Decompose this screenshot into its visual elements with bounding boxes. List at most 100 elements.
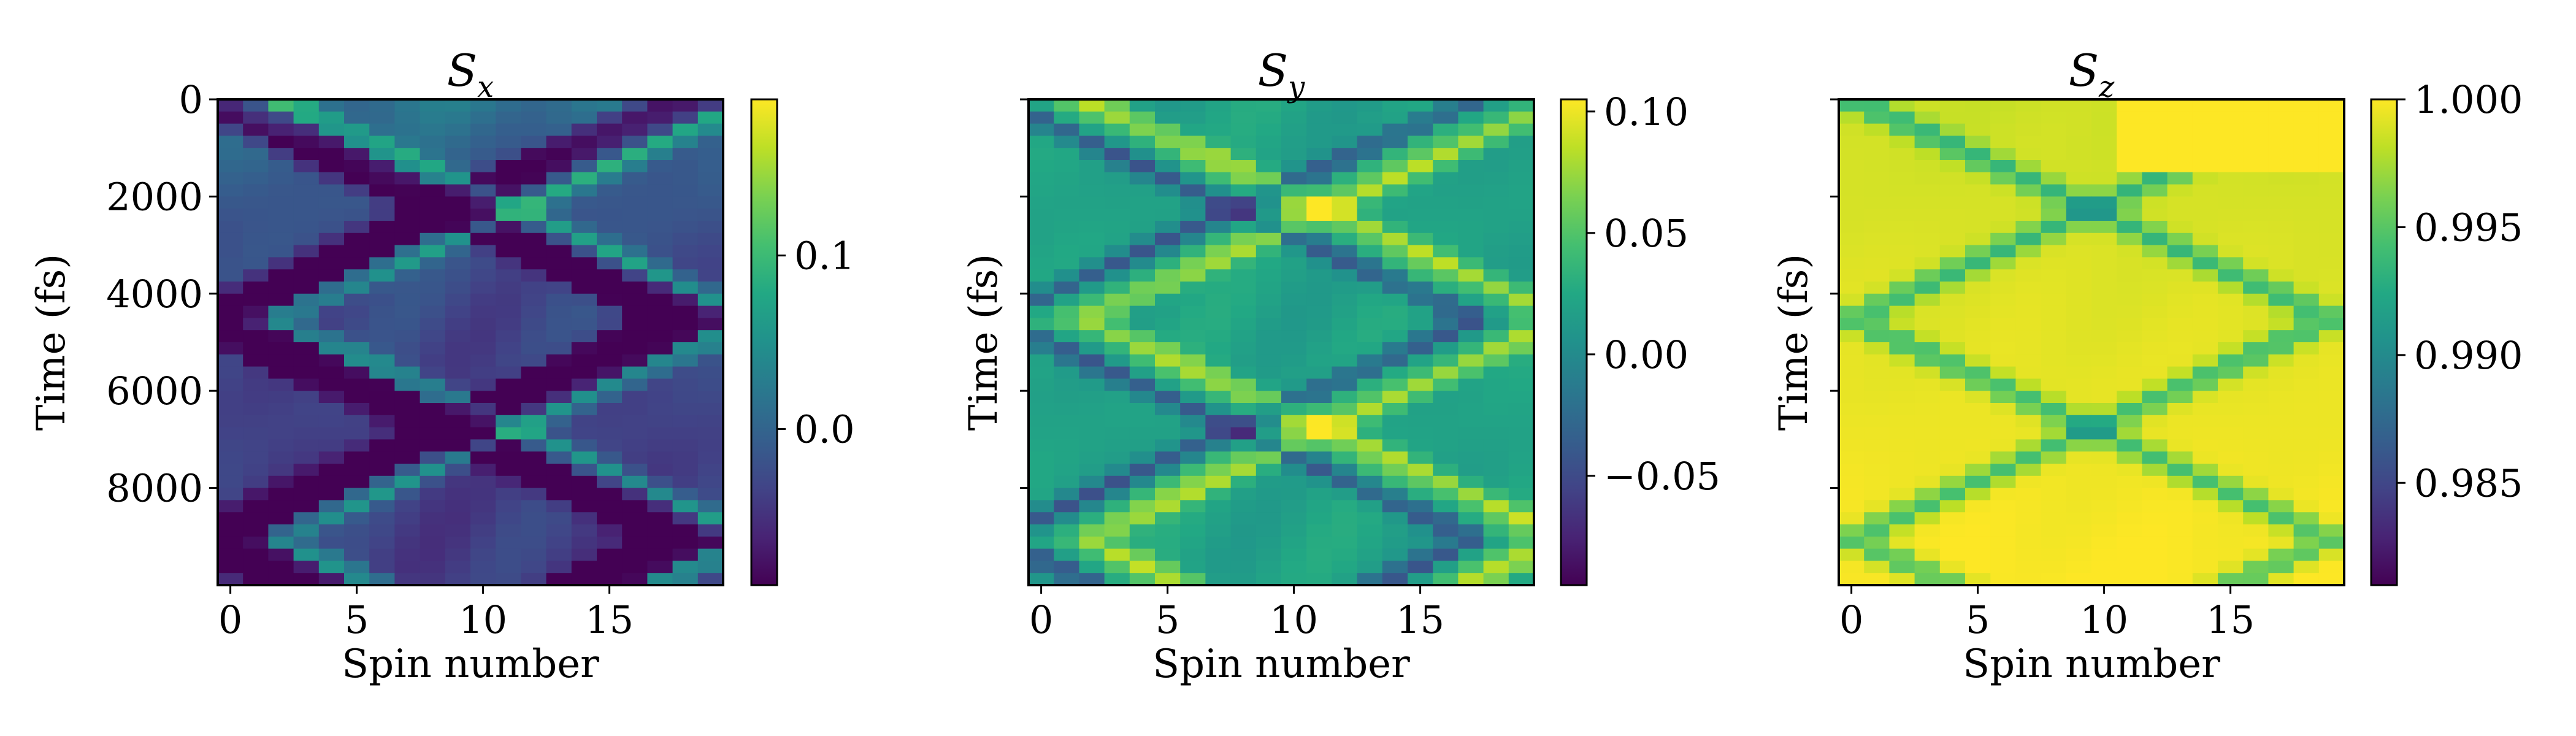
heatmap-cell (2091, 148, 2117, 161)
heatmap-cell (344, 573, 370, 586)
heatmap-cell (1079, 488, 1105, 500)
heatmap-cell (571, 184, 597, 197)
heatmap-cell (344, 378, 370, 391)
heatmap-cell (597, 415, 623, 428)
heatmap-cell (1914, 378, 1941, 391)
heatmap-cell (394, 391, 421, 404)
heatmap-cell (1230, 524, 1257, 537)
heatmap-cell (1965, 209, 1991, 221)
heatmap-cell (445, 221, 471, 234)
heatmap-cell (1281, 330, 1307, 343)
heatmap-cell (672, 160, 699, 173)
heatmap-cell (1382, 475, 1408, 489)
heatmap-cell (697, 99, 724, 112)
heatmap-cell (496, 269, 521, 282)
heatmap-cell (1079, 221, 1105, 234)
heatmap-cell (2268, 282, 2294, 294)
heatmap-cell (344, 451, 370, 464)
heatmap-cell (1864, 464, 1890, 477)
heatmap-cell (1458, 415, 1484, 428)
heatmap-cell (293, 221, 320, 234)
heatmap-cell (2066, 184, 2092, 197)
heatmap-cell (2167, 172, 2193, 185)
heatmap-cell (1864, 427, 1890, 440)
heatmap-cell (268, 293, 294, 307)
heatmap-cell (1079, 184, 1105, 197)
heatmap-cell (2243, 245, 2269, 258)
heatmap-cell (546, 209, 572, 221)
heatmap-cell (2293, 196, 2320, 209)
heatmap-cell (243, 123, 269, 136)
heatmap-cell (2066, 196, 2092, 209)
heatmap-cell (1054, 136, 1079, 148)
heatmap-cell (1155, 475, 1181, 489)
heatmap-cell (445, 257, 471, 270)
heatmap-cell (521, 512, 547, 525)
heatmap-cell (2066, 160, 2092, 173)
heatmap-cell (243, 282, 269, 294)
heatmap-cell (1054, 342, 1079, 355)
heatmap-cell (1155, 123, 1181, 136)
heatmap-cell (1306, 184, 1332, 197)
heatmap-cell (1483, 148, 1509, 161)
heatmap-cell (2041, 366, 2067, 379)
heatmap-cell (318, 148, 345, 161)
heatmap-cell (697, 391, 724, 404)
heatmap-cell (697, 403, 724, 416)
heatmap-cell (2243, 403, 2269, 416)
heatmap-cell (2041, 148, 2067, 161)
heatmap-cell (1408, 512, 1433, 525)
heatmap-cell (1104, 111, 1130, 125)
heatmap-cell (369, 330, 395, 343)
heatmap-cell (546, 561, 572, 573)
heatmap-cell (369, 293, 395, 307)
heatmap-cell (1382, 366, 1408, 379)
heatmap-cell (1382, 342, 1408, 355)
heatmap-cell (496, 536, 521, 550)
heatmap-cell (1332, 172, 1358, 185)
heatmap-cell (1306, 172, 1332, 185)
heatmap-cell (344, 160, 370, 173)
heatmap-cell (571, 257, 597, 270)
heatmap-cell (1483, 524, 1509, 537)
heatmap-cell (1458, 427, 1484, 440)
heatmap-cell (1230, 475, 1257, 489)
heatmap-cell (1357, 524, 1383, 537)
heatmap-cell (521, 136, 547, 148)
heatmap-cell (496, 148, 521, 161)
heatmap-cell (218, 318, 243, 331)
heatmap-cell (268, 500, 294, 513)
heatmap-cell (1205, 305, 1232, 318)
heatmap-cell (1104, 391, 1130, 404)
heatmap-cell (571, 415, 597, 428)
x-tick-label: 10 (2080, 597, 2128, 642)
heatmap-cell (622, 99, 648, 112)
heatmap-cell (2015, 318, 2042, 331)
heatmap-cell (1990, 488, 2016, 500)
heatmap-cell (318, 391, 345, 404)
heatmap-cell (2167, 232, 2193, 246)
heatmap-cell (2192, 209, 2218, 221)
heatmap-cell (1408, 99, 1433, 112)
heatmap-cell (344, 391, 370, 404)
heatmap-cell (2015, 184, 2042, 197)
heatmap-cell (1155, 524, 1181, 537)
heatmap-cell (1129, 427, 1156, 440)
heatmap-cell (420, 524, 446, 537)
heatmap-cell (1255, 488, 1282, 500)
heatmap-cell (1155, 439, 1181, 452)
heatmap-cell (344, 524, 370, 537)
heatmap-cell (2293, 184, 2320, 197)
heatmap-cell (1129, 488, 1156, 500)
heatmap-cell (2218, 378, 2244, 391)
heatmap-cell (2041, 160, 2067, 173)
heatmap-cell (1155, 111, 1181, 125)
heatmap-cell (1104, 342, 1130, 355)
heatmap-cell (1205, 391, 1232, 404)
heatmap-cell (1864, 184, 1890, 197)
heatmap-cell (1433, 148, 1459, 161)
heatmap-cell (2066, 305, 2092, 318)
heatmap-cell (2268, 366, 2294, 379)
heatmap-cell (1205, 172, 1232, 185)
heatmap-cell (293, 366, 320, 379)
